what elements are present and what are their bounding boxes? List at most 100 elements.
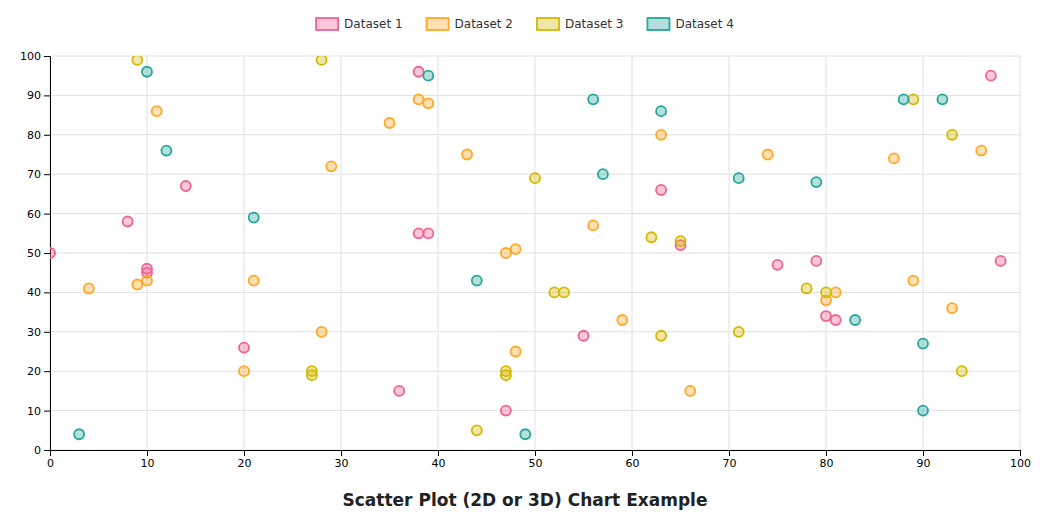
point — [947, 303, 957, 313]
point — [947, 130, 957, 140]
legend: Dataset 1 Dataset 2 Dataset 3 Dataset 4 — [316, 17, 734, 31]
point — [821, 287, 831, 297]
legend-swatch — [537, 18, 559, 30]
point — [84, 283, 94, 293]
x-tick-mark — [438, 450, 439, 456]
y-grid-line — [50, 95, 1020, 96]
series-points — [84, 94, 986, 396]
y-tick: 10 — [27, 405, 50, 418]
x-tick-mark — [244, 450, 245, 456]
y-tick: 100 — [20, 50, 50, 63]
y-tick-mark — [44, 95, 50, 96]
x-tick: 70 — [723, 450, 737, 470]
y-tick-mark — [44, 411, 50, 412]
x-tick: 20 — [238, 450, 252, 470]
point — [414, 67, 424, 77]
point — [326, 161, 336, 171]
point — [734, 173, 744, 183]
point — [520, 429, 530, 439]
x-tick-mark — [341, 450, 342, 456]
point — [249, 276, 259, 286]
point — [559, 287, 569, 297]
y-tick-label: 60 — [27, 208, 41, 221]
point — [889, 153, 899, 163]
legend-swatch — [647, 18, 669, 30]
point — [773, 260, 783, 270]
point — [472, 425, 482, 435]
x-tick-mark — [729, 450, 730, 456]
point — [918, 339, 928, 349]
point — [142, 264, 152, 274]
x-tick-label: 40 — [432, 457, 446, 470]
point — [511, 244, 521, 254]
y-tick-mark — [44, 56, 50, 57]
y-axis-line — [44, 57, 51, 451]
x-tick-label: 80 — [820, 457, 834, 470]
x-tick-label: 100 — [1010, 457, 1031, 470]
x-tick: 10 — [141, 450, 155, 470]
x-tick: 30 — [335, 450, 349, 470]
x-tick-mark — [147, 450, 148, 456]
point — [249, 213, 259, 223]
legend-label: Dataset 3 — [565, 17, 623, 31]
point — [908, 276, 918, 286]
x-tick-label: 0 — [47, 457, 54, 470]
point — [123, 216, 133, 226]
x-tick: 100 — [1010, 450, 1031, 470]
y-tick: 60 — [27, 208, 50, 221]
point — [414, 228, 424, 238]
point — [423, 71, 433, 81]
point — [549, 287, 559, 297]
y-tick-label: 10 — [27, 405, 41, 418]
point — [317, 56, 327, 65]
x-tick: 50 — [529, 450, 543, 470]
x-axis: 0102030405060708090100 — [47, 450, 1031, 470]
point — [423, 98, 433, 108]
x-tick: 0 — [47, 450, 54, 470]
y-tick-label: 80 — [27, 129, 41, 142]
legend-item: Dataset 4 — [647, 17, 733, 31]
series-points — [132, 56, 967, 435]
point — [239, 366, 249, 376]
y-tick-mark — [44, 135, 50, 136]
point — [132, 280, 142, 290]
x-tick-mark — [632, 450, 633, 456]
y-tick-mark — [44, 214, 50, 215]
y-tick-label: 90 — [27, 89, 41, 102]
y-tick-label: 50 — [27, 247, 41, 260]
point — [317, 327, 327, 337]
y-tick: 0 — [34, 444, 50, 457]
point — [239, 343, 249, 353]
point — [656, 106, 666, 116]
x-tick-label: 20 — [238, 457, 252, 470]
point — [181, 181, 191, 191]
legend-item: Dataset 2 — [427, 17, 513, 31]
y-tick-mark — [44, 253, 50, 254]
y-tick-mark — [44, 332, 50, 333]
y-tick-label: 70 — [27, 168, 41, 181]
point — [530, 173, 540, 183]
point — [831, 315, 841, 325]
x-tick-mark — [535, 450, 536, 456]
series-points — [50, 67, 1006, 416]
y-tick: 90 — [27, 89, 50, 102]
point — [802, 283, 812, 293]
point — [831, 287, 841, 297]
x-tick-label: 30 — [335, 457, 349, 470]
y-tick-label: 40 — [27, 286, 41, 299]
y-tick-mark — [44, 371, 50, 372]
point — [50, 248, 55, 258]
point — [811, 256, 821, 266]
point — [656, 331, 666, 341]
y-tick: 80 — [27, 129, 50, 142]
legend-item: Dataset 1 — [316, 17, 402, 31]
point — [850, 315, 860, 325]
y-tick: 70 — [27, 168, 50, 181]
point — [811, 177, 821, 187]
legend-label: Dataset 1 — [344, 17, 402, 31]
x-tick: 40 — [432, 450, 446, 470]
y-grid-line — [50, 292, 1020, 293]
y-tick-mark — [44, 450, 50, 451]
chart-title: Scatter Plot (2D or 3D) Chart Example — [343, 490, 708, 510]
y-grid-line — [50, 213, 1020, 214]
